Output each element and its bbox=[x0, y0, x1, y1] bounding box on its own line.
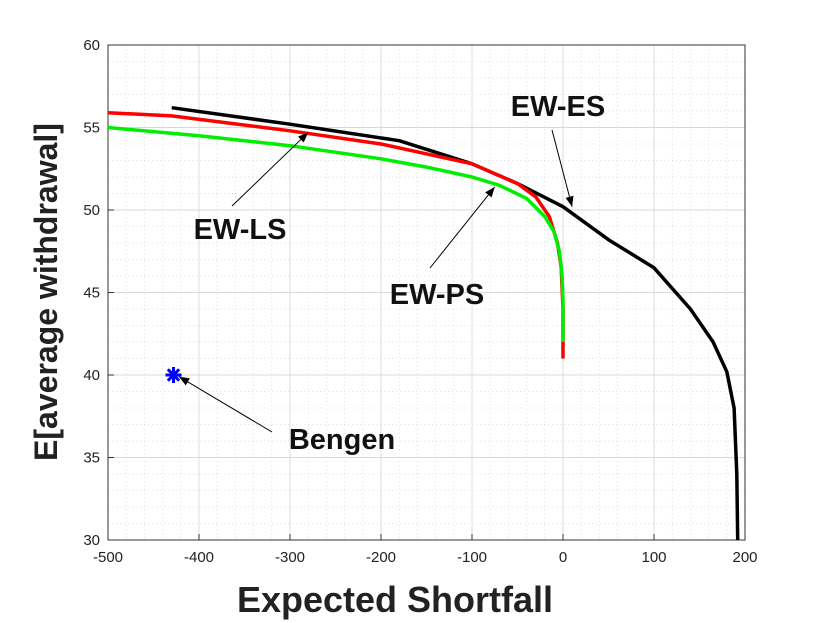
annotation-ew-es-label: EW-ES bbox=[511, 91, 605, 123]
annotation-ew-ps-arrow bbox=[429, 186, 496, 269]
annotation-ew-ps-label: EW-PS bbox=[390, 279, 484, 311]
annotation-ew-ps-arrowhead bbox=[485, 186, 495, 198]
annotation-bengen-label: Bengen bbox=[289, 424, 395, 456]
x-tick-label: 200 bbox=[732, 549, 757, 566]
tick-labels: -500 -400 -300 -200 -100 0 100 200 30 35 40 45 50 55 6… bbox=[83, 37, 757, 566]
y-tick-label: 35 bbox=[83, 450, 100, 467]
y-tick-label: 40 bbox=[83, 367, 100, 384]
bengen-marker bbox=[165, 367, 182, 383]
annotation-ew-es-arrow bbox=[551, 129, 573, 207]
y-tick-label: 45 bbox=[83, 285, 100, 302]
annotation-ew-ls-label: EW-LS bbox=[194, 214, 287, 246]
x-tick-label: -400 bbox=[184, 549, 214, 566]
annotation-ew-ls-arrowhead bbox=[298, 132, 309, 143]
series-lines bbox=[107, 105, 740, 541]
x-tick-label: -200 bbox=[366, 549, 396, 566]
annotation-ew-ls: EW-LS bbox=[194, 132, 309, 246]
annotation-bengen-arrow bbox=[178, 376, 273, 433]
plot-frame bbox=[107, 44, 746, 541]
annotation-bengen-arrowhead bbox=[178, 376, 190, 386]
x-tick-label: 100 bbox=[641, 549, 666, 566]
x-tick-label: -100 bbox=[457, 549, 487, 566]
y-tick-label: 30 bbox=[83, 532, 100, 549]
annotation-ew-es: EW-ES bbox=[511, 91, 605, 207]
y-tick-label: 55 bbox=[83, 120, 100, 137]
x-tick-label: -300 bbox=[275, 549, 305, 566]
x-tick-label: -500 bbox=[93, 549, 123, 566]
y-axis-label: E[average withdrawal] bbox=[28, 123, 64, 461]
annotation-ew-ps: EW-PS bbox=[390, 186, 496, 311]
ew-es-line bbox=[171, 105, 740, 541]
y-tick-label: 60 bbox=[83, 37, 100, 54]
ew-ls-line bbox=[107, 110, 565, 359]
x-tick-label: 0 bbox=[559, 549, 567, 566]
y-tick-label: 50 bbox=[83, 202, 100, 219]
x-axis-label: Expected Shortfall bbox=[237, 579, 553, 620]
annotations: EW-ES EW-LS EW-PS Bengen bbox=[178, 91, 605, 456]
bengen-marker-stroke bbox=[166, 368, 181, 382]
annotation-ew-ls-arrow bbox=[231, 132, 309, 207]
annotation-ew-es-arrowhead bbox=[565, 195, 574, 207]
ew-ps-line bbox=[107, 125, 565, 342]
annotation-bengen: Bengen bbox=[178, 376, 395, 456]
